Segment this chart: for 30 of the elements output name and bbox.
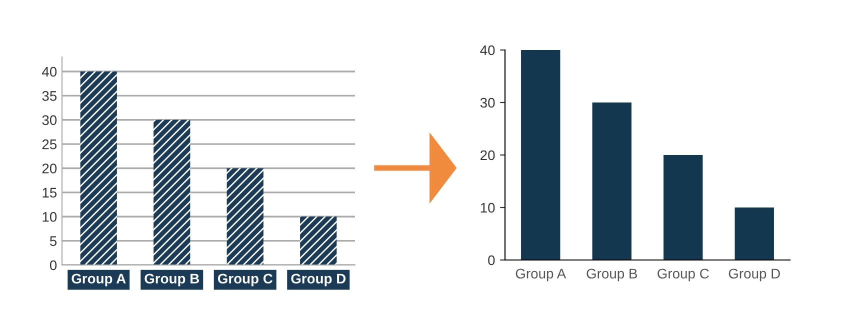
bar xyxy=(664,155,703,260)
x-tick-label: Group C xyxy=(658,268,709,282)
x-tick-label: Group C xyxy=(218,274,273,286)
y-tick-label: 0 xyxy=(488,255,495,266)
y-tick-label: 35 xyxy=(42,91,57,101)
y-tick-label: 20 xyxy=(42,164,57,174)
y-tick-label: 40 xyxy=(480,45,495,56)
x-tick-label: Group D xyxy=(728,268,780,282)
x-tick-label: Group B xyxy=(586,268,638,282)
y-tick-label: 25 xyxy=(42,139,57,150)
y-tick-label: 40 xyxy=(42,66,57,77)
y-tick-label: 15 xyxy=(42,188,57,198)
bar xyxy=(300,216,337,265)
bar xyxy=(80,72,117,265)
bar xyxy=(521,50,560,260)
y-tick-label: 30 xyxy=(480,98,495,108)
bar xyxy=(154,120,190,265)
x-tick-label: Group A xyxy=(72,274,126,286)
y-tick-label: 5 xyxy=(50,236,57,246)
y-tick-label: 10 xyxy=(480,202,495,213)
bar xyxy=(734,208,774,260)
x-tick-label: Group B xyxy=(144,274,200,286)
y-tick-label: 10 xyxy=(42,212,57,222)
y-tick-label: 20 xyxy=(480,150,495,160)
bar xyxy=(592,102,632,260)
y-tick-label: 0 xyxy=(50,260,57,270)
x-tick-label: Group D xyxy=(291,274,346,286)
x-tick-label: Group A xyxy=(516,268,566,282)
bar xyxy=(226,168,264,265)
y-tick-label: 30 xyxy=(42,115,57,126)
